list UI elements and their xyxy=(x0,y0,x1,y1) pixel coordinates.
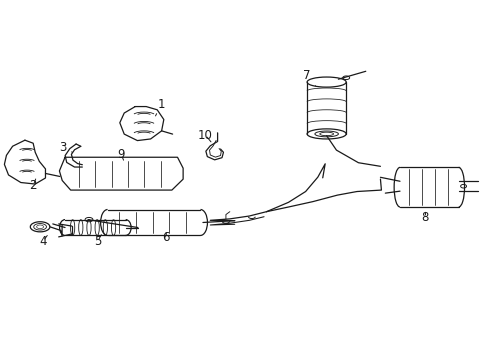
Text: 2: 2 xyxy=(29,179,37,192)
Text: 8: 8 xyxy=(421,211,428,224)
Text: 10: 10 xyxy=(198,129,212,142)
Text: 3: 3 xyxy=(59,141,72,154)
Text: 1: 1 xyxy=(155,98,165,116)
Text: 5: 5 xyxy=(94,235,102,248)
Text: 6: 6 xyxy=(162,231,170,244)
Text: 4: 4 xyxy=(39,235,47,248)
Text: 7: 7 xyxy=(303,69,315,86)
Text: 9: 9 xyxy=(117,148,125,161)
